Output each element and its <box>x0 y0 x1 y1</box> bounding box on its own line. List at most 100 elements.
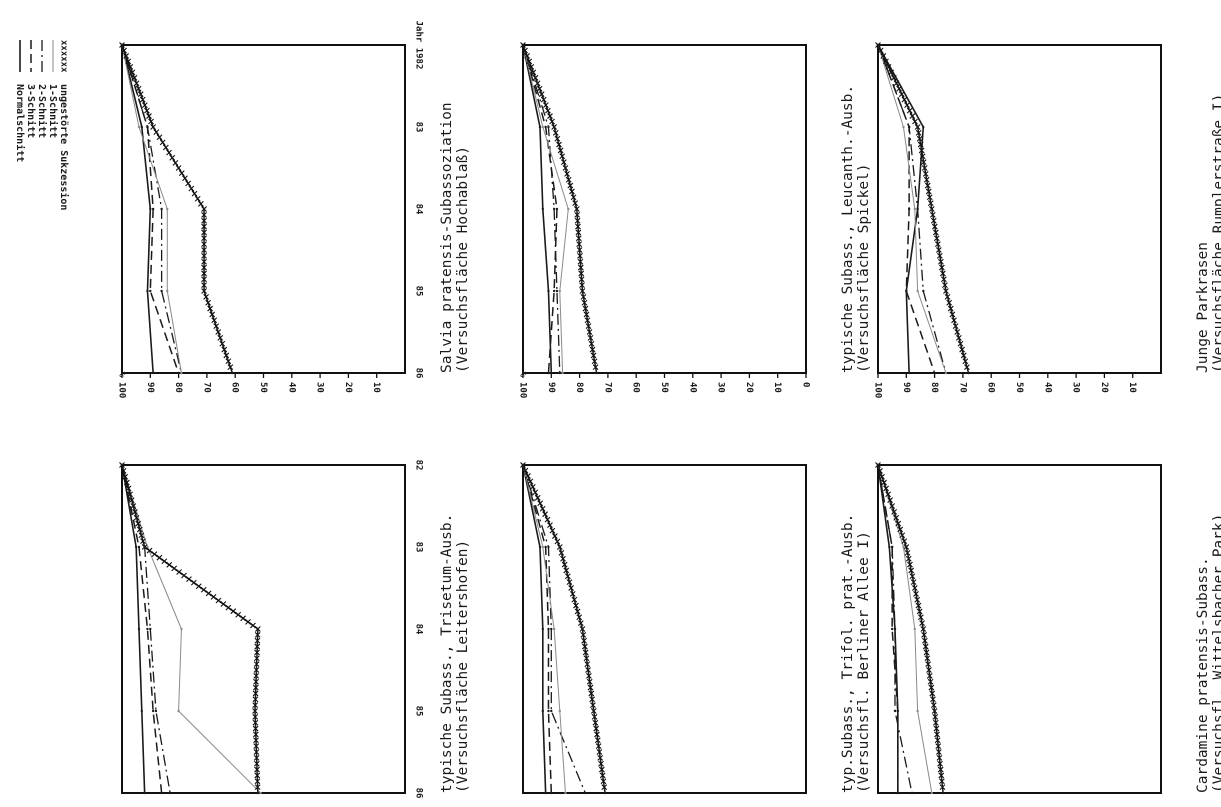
point-marker <box>946 299 953 306</box>
legend-label: ungestörte Sukzession <box>58 84 70 210</box>
data-point <box>140 709 144 713</box>
point-marker <box>201 235 207 242</box>
data-point <box>120 463 124 467</box>
chart-title: typ.Subass., Trifol. prat.-Ausb. <box>840 514 856 793</box>
point-marker <box>175 165 182 171</box>
point-marker <box>211 317 218 324</box>
point-marker <box>156 134 163 141</box>
point-marker <box>252 713 259 720</box>
series-normal <box>521 463 547 795</box>
y-tick-label: 10 <box>371 382 381 393</box>
point-marker <box>889 503 896 509</box>
data-point <box>967 371 970 375</box>
point-marker <box>542 511 548 518</box>
point-marker <box>915 602 922 609</box>
y-tick-label: 90 <box>145 382 155 393</box>
point-marker <box>574 211 581 218</box>
data-point <box>256 627 260 631</box>
data-point <box>146 125 149 129</box>
point-marker <box>916 135 923 142</box>
chart-title: Cardamine pratensis-Subass. <box>1195 557 1211 793</box>
y-tick-label: 30 <box>1071 382 1081 393</box>
point-marker <box>122 473 129 480</box>
point-marker <box>574 608 581 615</box>
data-point <box>944 289 948 293</box>
data-point <box>143 545 146 549</box>
point-marker <box>587 334 594 341</box>
point-marker <box>194 195 201 202</box>
data-point <box>544 791 547 795</box>
data-point <box>168 791 172 795</box>
data-point <box>907 207 911 211</box>
point-marker <box>254 766 260 773</box>
point-marker <box>253 737 259 744</box>
point-marker <box>585 667 591 673</box>
data-point <box>137 545 141 549</box>
point-marker <box>201 217 207 224</box>
point-marker <box>127 491 133 498</box>
point-marker <box>592 364 599 371</box>
data-point <box>541 207 545 211</box>
point-marker <box>549 527 556 534</box>
point-marker <box>589 346 596 353</box>
x-tick-label: 84 <box>414 624 424 635</box>
data-point <box>160 791 163 795</box>
plot-frame <box>121 464 406 794</box>
point-marker <box>600 778 607 785</box>
y-tick-label: 100 <box>873 382 883 398</box>
point-marker <box>592 719 599 726</box>
point-marker <box>215 597 222 604</box>
point-marker <box>123 53 130 59</box>
point-marker <box>955 334 962 341</box>
plot-frame <box>121 44 406 374</box>
series-line <box>877 44 936 374</box>
y-tick-label: 60 <box>230 382 240 393</box>
point-marker <box>588 340 595 347</box>
chart-subtitle: (Versuchsfläche Leitershofen) <box>455 540 471 793</box>
point-marker <box>253 749 260 755</box>
point-marker <box>250 622 256 629</box>
x-tick-label: 85 <box>414 706 424 717</box>
point-marker <box>540 96 547 103</box>
data-point <box>564 791 567 795</box>
data-point <box>558 709 561 713</box>
data-point <box>890 545 894 549</box>
point-marker <box>138 532 145 539</box>
data-point <box>541 125 545 129</box>
point-marker <box>880 53 887 59</box>
y-tick-label: 80 <box>173 382 183 393</box>
chart-subtitle: (Versuchsfläche Rumplerstraße I) <box>1211 94 1221 373</box>
x-tick-label: 86 <box>414 368 424 379</box>
point-marker <box>932 229 939 236</box>
point-marker <box>877 47 884 54</box>
point-marker <box>574 217 581 224</box>
point-marker <box>221 346 228 353</box>
point-marker <box>253 661 260 668</box>
point-marker <box>223 352 230 359</box>
series-line <box>877 464 899 793</box>
data-point <box>888 545 891 549</box>
point-marker <box>197 200 204 207</box>
point-marker <box>941 276 947 283</box>
data-point <box>140 125 144 129</box>
point-marker <box>253 655 260 662</box>
data-point <box>259 791 262 795</box>
point-marker <box>128 497 135 504</box>
x-tick-label: 86 <box>414 788 424 799</box>
y-tick-label: 90 <box>901 382 911 393</box>
point-marker <box>203 293 209 300</box>
y-tick-label: 70 <box>201 382 211 393</box>
point-marker <box>201 247 207 253</box>
series-line <box>522 464 586 794</box>
data-point <box>930 791 933 795</box>
y-tick-label: 40 <box>286 382 296 393</box>
point-marker <box>930 217 937 224</box>
data-point <box>550 709 553 713</box>
series-s1 <box>120 43 183 375</box>
point-marker <box>171 565 178 572</box>
data-point <box>160 289 163 293</box>
x-tick-label: 84 <box>414 204 424 215</box>
point-marker <box>934 241 941 248</box>
y-tick-label: 10 <box>1127 382 1137 393</box>
